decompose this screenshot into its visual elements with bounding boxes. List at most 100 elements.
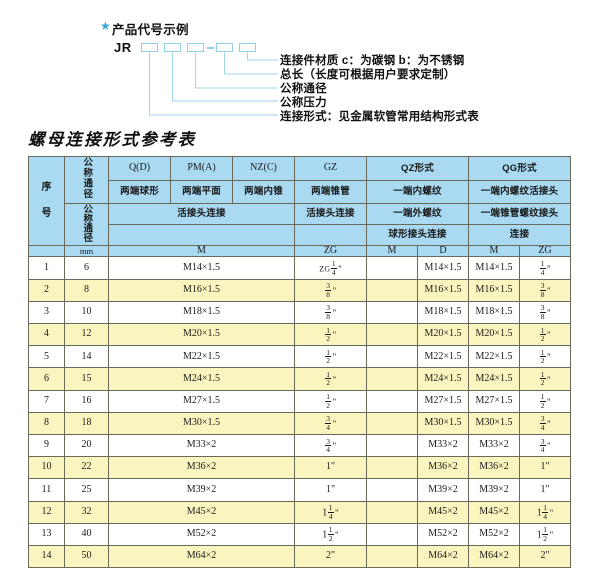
header-unit-qz-d: D <box>417 244 469 258</box>
cell-dn: 20 <box>64 433 109 458</box>
diagram-title: 产品代号示例 <box>112 23 189 37</box>
header-seq-top: 序 <box>41 181 52 193</box>
cell-dn: 32 <box>64 500 109 524</box>
header-desc3-left <box>108 223 295 246</box>
cell-qg-inch: 1 2 " <box>519 367 571 391</box>
cell-qz-m <box>366 278 418 302</box>
cell-qg-m: M33×2 <box>468 433 520 458</box>
table-header-row-codes: 序 号 公称通径 Q(D) PM(A) NZ(C) GZ QZ形式 QG形式 <box>28 155 571 246</box>
header-seq: 序 号 <box>28 156 65 246</box>
cell-qg-inch: 3 8 " <box>519 300 571 325</box>
table-row: 12 32 M45×2 1 1 4 " M45×2 M45×2 1 1 4 " <box>28 500 571 524</box>
cell-thread-m: M27×1.5 <box>108 389 295 413</box>
cell-dn: 22 <box>64 456 109 480</box>
cell-thread-m: M18×1.5 <box>108 300 295 325</box>
header-desc3-qg: 连接 <box>468 223 571 246</box>
cell-gz-inch: 1" <box>294 456 367 480</box>
cell-qg-inch: 3 4 " <box>519 411 571 435</box>
cell-seq: 13 <box>28 522 65 546</box>
header-unit-gz: ZG <box>294 244 367 258</box>
cell-thread-m: M36×2 <box>108 456 295 480</box>
cell-thread-m: M24×1.5 <box>108 367 295 391</box>
cell-qg-m: M27×1.5 <box>468 389 520 413</box>
cell-gz-inch: 1" <box>294 478 367 502</box>
header-group-code-qz: QZ形式 <box>366 155 469 182</box>
header-desc1-gz: 两端锥管 <box>294 180 367 204</box>
annotation-connection-type: 连接形式：见金属软管常用结构形式表 <box>280 111 479 123</box>
star-icon: ★ <box>100 19 111 33</box>
table-row: 4 12 M20×1.5 1 2 " M20×1.5 M20×1.5 1 2 " <box>28 322 571 347</box>
cell-qz-m <box>366 345 418 369</box>
cell-gz-inch: 3 4 " <box>294 411 367 435</box>
cell-qg-m: M18×1.5 <box>468 300 520 325</box>
annotation-nominal-diameter: 公称通径 <box>280 83 327 95</box>
cell-gz-inch: 1 2 " <box>294 389 367 413</box>
table-row: 7 16 M27×1.5 1 2 " M27×1.5 M27×1.5 1 2 " <box>28 389 571 413</box>
header-group-code-pma: PM(A) <box>170 155 233 182</box>
header-unit-qd: M <box>108 244 295 258</box>
cell-seq: 7 <box>28 389 65 413</box>
cell-seq: 14 <box>28 544 65 568</box>
code-box-5 <box>239 43 256 52</box>
code-box-1 <box>141 43 158 52</box>
cell-seq: 9 <box>28 433 65 458</box>
cell-seq: 2 <box>28 278 65 302</box>
cell-thread-m: M30×1.5 <box>108 411 295 435</box>
cell-qg-m: M16×1.5 <box>468 278 520 302</box>
cell-dn: 50 <box>64 544 109 568</box>
header-desc1-pma: 两端平面 <box>170 180 233 204</box>
cell-qg-m: M52×2 <box>468 522 520 546</box>
cell-qz-d: M39×2 <box>417 478 469 502</box>
page-title: 螺母连接形式参考表 <box>28 130 197 149</box>
cell-thread-m: M22×1.5 <box>108 345 295 369</box>
table-row: 3 10 M18×1.5 3 8 " M18×1.5 M18×1.5 3 8 " <box>28 300 571 325</box>
cell-qz-m <box>366 367 418 391</box>
cell-seq: 10 <box>28 456 65 480</box>
table-row: 2 8 M16×1.5 3 8 " M16×1.5 M16×1.5 3 8 " <box>28 278 571 302</box>
cell-qg-m: M20×1.5 <box>468 322 520 347</box>
header-desc3-qz: 球形接头连接 <box>366 223 469 246</box>
header-group-code-qg: QG形式 <box>468 155 571 182</box>
cell-qz-m <box>366 322 418 347</box>
cell-dn: 6 <box>64 256 109 280</box>
cell-qz-d: M20×1.5 <box>417 322 469 347</box>
cell-gz-inch: 1 2 " <box>294 367 367 391</box>
table-row: 11 25 M39×2 1" M39×2 M39×2 1" <box>28 478 571 502</box>
table-row: 5 14 M22×1.5 1 2 " M22×1.5 M22×1.5 1 2 " <box>28 345 571 369</box>
cell-qz-d: M22×1.5 <box>417 345 469 369</box>
code-box-4 <box>216 43 233 52</box>
cell-qz-d: M36×2 <box>417 456 469 480</box>
cell-dn: 18 <box>64 411 109 435</box>
cell-seq: 11 <box>28 478 65 502</box>
cell-qg-inch: 1 2 " <box>519 322 571 347</box>
cell-qg-inch: 1 1 2 " <box>519 522 571 546</box>
header-desc2-qz: 一端外螺纹 <box>366 202 469 225</box>
header-group-code-nzc: NZ(C) <box>232 155 295 182</box>
cell-dn: 15 <box>64 367 109 391</box>
annotation-nominal-pressure: 公称压力 <box>280 97 327 109</box>
cell-qz-m <box>366 544 418 568</box>
cell-thread-m: M20×1.5 <box>108 322 295 347</box>
cell-qg-inch: 3 8 " <box>519 278 571 302</box>
table-row: 14 50 M64×2 2" M64×2 M64×2 2" <box>28 544 571 568</box>
cell-thread-m: M16×1.5 <box>108 278 295 302</box>
cell-gz-inch: 3 8 " <box>294 278 367 302</box>
product-prefix-label: JR <box>114 40 132 55</box>
cell-qg-inch: 1 4 " <box>519 256 571 280</box>
cell-thread-m: M45×2 <box>108 500 295 524</box>
header-unit-qg-zg: ZG <box>519 244 571 258</box>
header-desc1-qz: 一端内螺纹 <box>366 180 469 204</box>
cell-qz-d: M52×2 <box>417 522 469 546</box>
cell-dn: 40 <box>64 522 109 546</box>
table-row: 9 20 M33×2 3 4 " M33×2 M33×2 3 4 " <box>28 433 571 458</box>
cell-qg-m: M22×1.5 <box>468 345 520 369</box>
cell-qz-d: M24×1.5 <box>417 367 469 391</box>
nut-connection-spec-table: 序 号 公称通径 Q(D) PM(A) NZ(C) GZ QZ形式 QG形式 两… <box>28 155 571 568</box>
cell-thread-m: M52×2 <box>108 522 295 546</box>
cell-seq: 4 <box>28 322 65 347</box>
annotation-material: 连接件材质 c：为碳钢 b：为不锈钢 <box>280 55 465 67</box>
table-header-row-desc3: 球形接头连接 连接 <box>29 223 571 246</box>
code-separator-dash <box>207 47 214 49</box>
header-seq-unit <box>28 244 65 258</box>
header-unit-qg-m: M <box>468 244 520 258</box>
